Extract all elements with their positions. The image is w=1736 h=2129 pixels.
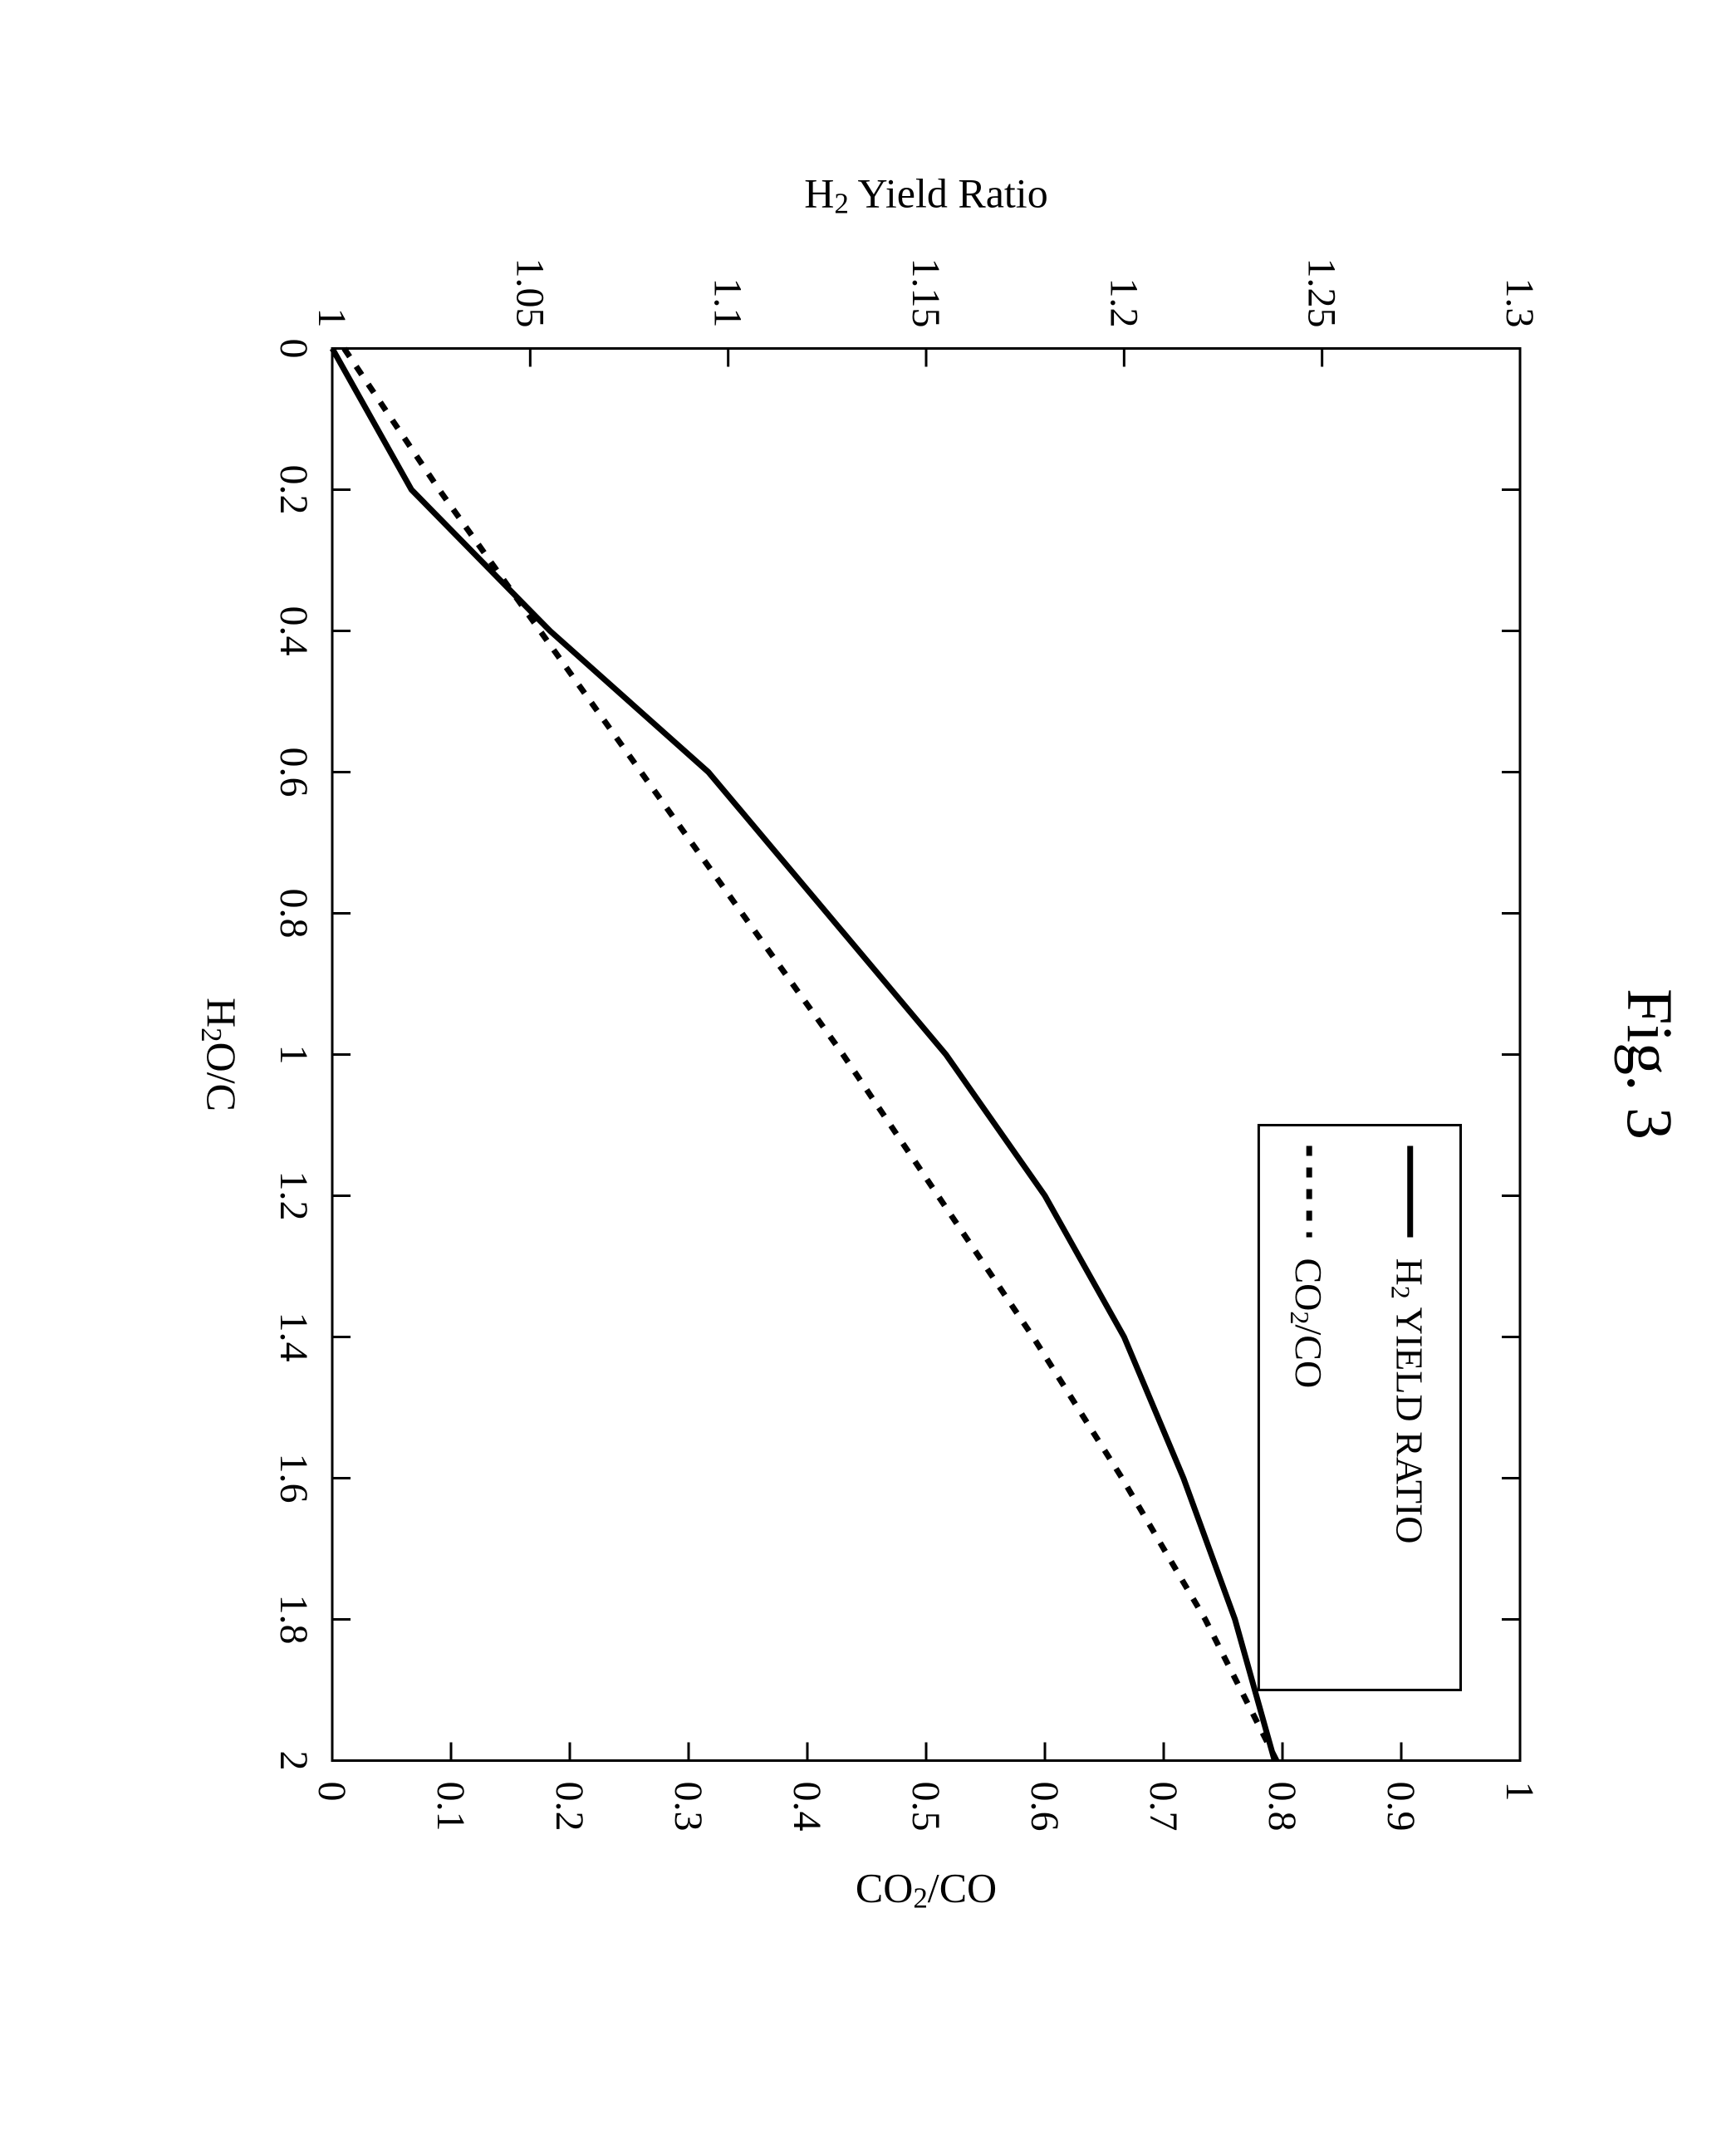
yl-tick-label: 1.1 <box>706 278 750 328</box>
yr-tick-label: 0.3 <box>666 1782 710 1832</box>
x-tick-label: 1.6 <box>272 1454 316 1504</box>
x-tick-label: 0.6 <box>272 748 316 797</box>
yl-tick-label: 1.3 <box>1498 278 1542 328</box>
yr-tick-label: 1 <box>1498 1782 1542 1802</box>
yr-tick-label: 0.4 <box>785 1782 829 1832</box>
yl-tick-label: 1.05 <box>508 258 552 328</box>
x-tick-label: 0.2 <box>272 465 316 515</box>
yl-tick-label: 1.15 <box>904 258 948 328</box>
x-tick-label: 2 <box>272 1751 316 1771</box>
yr-tick-label: 0.2 <box>547 1782 591 1832</box>
yl-tick-label: 1 <box>310 308 354 328</box>
x-tick-label: 1 <box>272 1045 316 1065</box>
yr-tick-label: 0.8 <box>1260 1782 1304 1832</box>
yl-tick-label: 1.25 <box>1300 258 1344 328</box>
yr-tick-label: 0.1 <box>429 1782 473 1832</box>
yr-tick-label: 0 <box>310 1782 354 1802</box>
yr-tick-label: 0.6 <box>1022 1782 1067 1832</box>
x-tick-label: 1.4 <box>272 1312 316 1362</box>
yr-tick-label: 0.5 <box>904 1782 948 1832</box>
yl-tick-label: 1.2 <box>1101 278 1145 328</box>
x-tick-label: 1.2 <box>272 1171 316 1221</box>
figure-title: Fig. 3 <box>1614 988 1686 1140</box>
chart-svg: Fig. 3 0 0.2 0.4 0.6 0.8 1 1.2 1.4 1.6 1.8 2 1 1.05 1.… <box>0 0 1736 2129</box>
legend-label: H2 YIELD RATIO <box>1385 1258 1430 1544</box>
rotated-figure: Fig. 3 0 0.2 0.4 0.6 0.8 1 1.2 1.4 1.6 1.8 2 1 1.05 1.… <box>0 0 1736 2129</box>
x-axis-label: H2O/C <box>195 998 245 1111</box>
page: Fig. 3 0 0.2 0.4 0.6 0.8 1 1.2 1.4 1.6 1.8 2 1 1.05 1.… <box>0 0 1736 2129</box>
yr-tick-label: 0.7 <box>1141 1782 1185 1832</box>
x-tick-label: 0.4 <box>272 606 316 656</box>
x-tick-label: 0.8 <box>272 889 316 939</box>
x-tick-label: 1.8 <box>272 1595 316 1645</box>
x-tick-label: 0 <box>272 339 316 359</box>
yr-tick-label: 0.9 <box>1379 1782 1423 1832</box>
